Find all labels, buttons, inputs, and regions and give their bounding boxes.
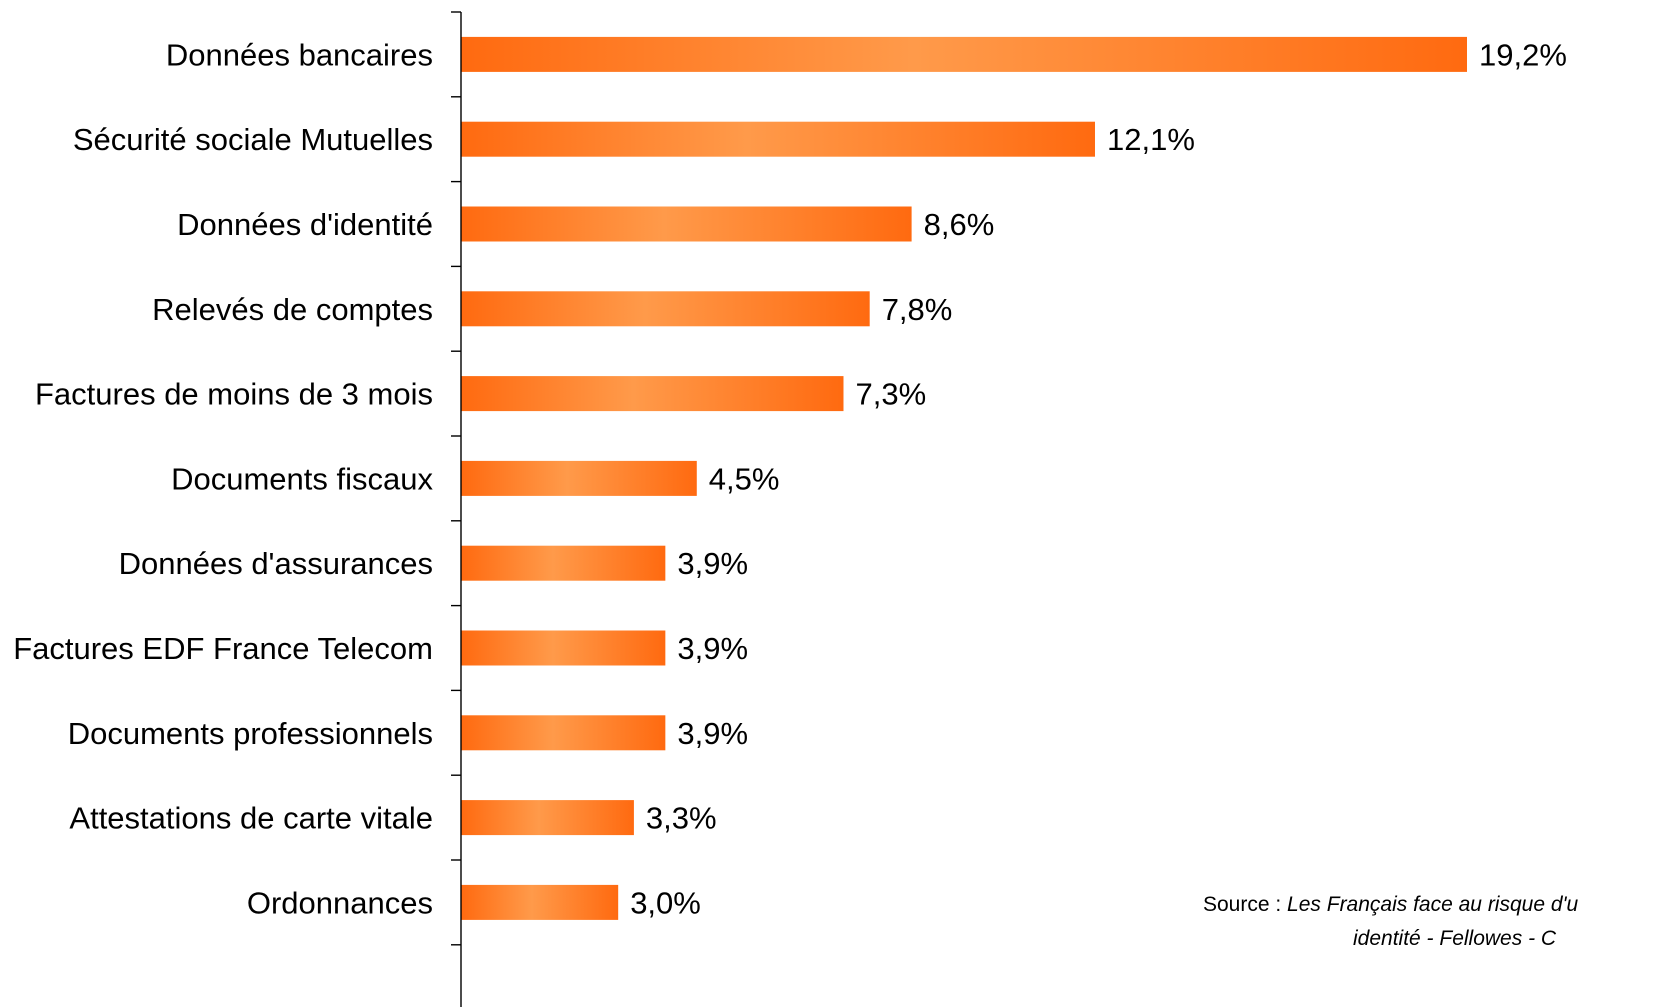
category-label: Ordonnances bbox=[247, 885, 433, 920]
value-label: 3,9% bbox=[677, 546, 748, 581]
bar bbox=[461, 376, 844, 412]
category-label: Données bancaires bbox=[166, 37, 433, 72]
value-label: 3,0% bbox=[630, 885, 701, 920]
bar bbox=[461, 630, 666, 666]
source-title-line1: Les Français face au risque d'u bbox=[1287, 893, 1579, 916]
value-label: 8,6% bbox=[924, 207, 995, 242]
category-label: Sécurité sociale Mutuelles bbox=[73, 122, 433, 157]
source-note: Source : Les Français face au risque d'u… bbox=[1203, 888, 1670, 956]
bar bbox=[461, 884, 619, 920]
value-label: 19,2% bbox=[1479, 37, 1567, 72]
value-label: 3,3% bbox=[646, 801, 717, 836]
category-label: Relevés de comptes bbox=[152, 292, 433, 327]
value-label: 4,5% bbox=[709, 461, 780, 496]
value-label: 7,3% bbox=[855, 377, 926, 412]
y-axis bbox=[451, 11, 462, 1007]
bar bbox=[461, 121, 1095, 157]
source-prefix: Source : bbox=[1203, 893, 1288, 916]
source-title-line2: identité - Fellowes - C bbox=[1353, 927, 1557, 950]
category-label: Documents professionnels bbox=[68, 716, 433, 751]
category-label: Factures de moins de 3 mois bbox=[35, 377, 433, 412]
bar bbox=[461, 206, 912, 242]
value-label: 3,9% bbox=[677, 631, 748, 666]
bars-group bbox=[461, 36, 1467, 920]
category-labels: Données bancaires Sécurité sociale Mutuel… bbox=[13, 37, 433, 920]
value-label: 3,9% bbox=[677, 716, 748, 751]
bar bbox=[461, 460, 697, 496]
bar bbox=[461, 36, 1467, 72]
bar bbox=[461, 800, 634, 836]
category-label: Documents fiscaux bbox=[171, 461, 433, 496]
value-label: 7,8% bbox=[882, 292, 953, 327]
value-label: 12,1% bbox=[1107, 122, 1195, 157]
bar bbox=[461, 291, 870, 327]
bar bbox=[461, 545, 666, 581]
category-label: Factures EDF France Telecom bbox=[13, 631, 433, 666]
category-label: Données d'assurances bbox=[119, 546, 433, 581]
category-label: Attestations de carte vitale bbox=[69, 801, 433, 836]
category-label: Données d'identité bbox=[177, 207, 433, 242]
value-labels: 19,2% 12,1% 8,6% 7,8% 7,3% 4,5% 3,9% 3,9% 3,9% 3,… bbox=[630, 37, 1567, 920]
bar bbox=[461, 715, 666, 751]
